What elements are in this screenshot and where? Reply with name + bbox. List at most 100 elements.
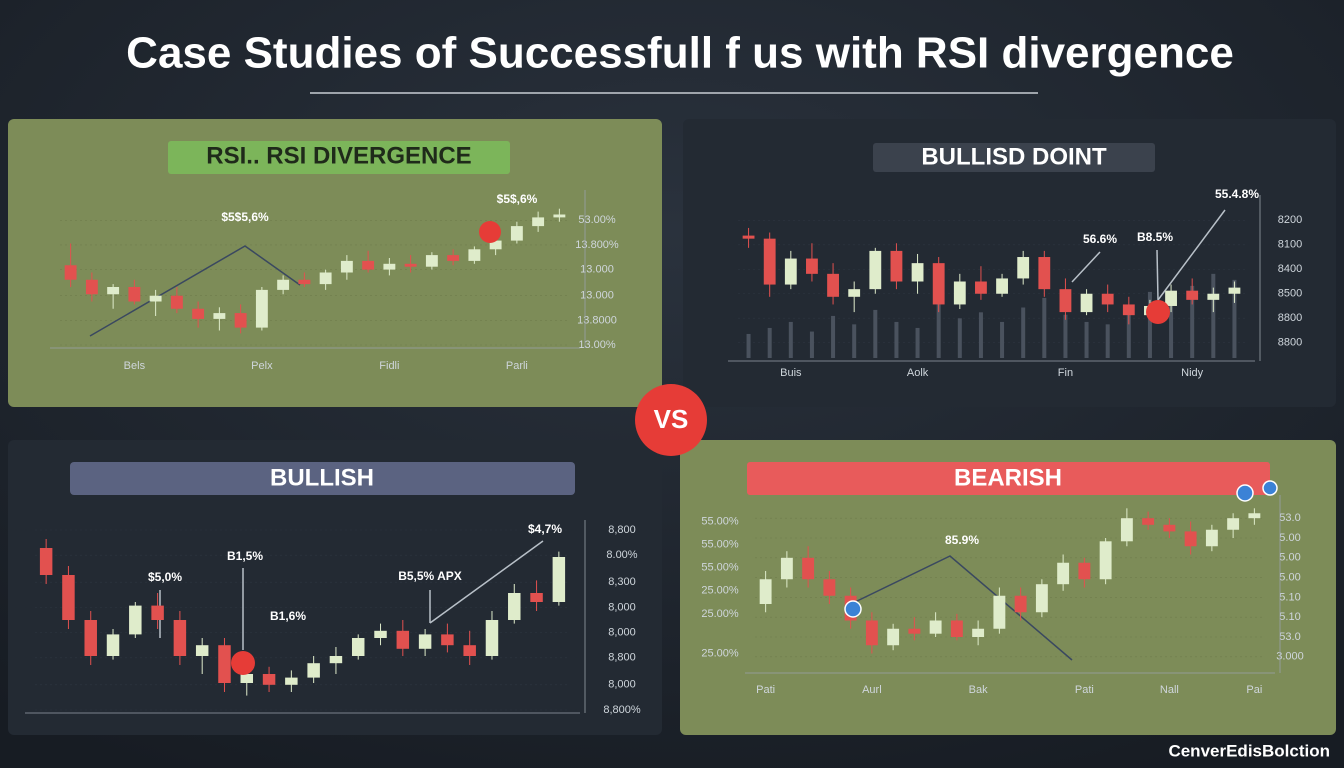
candle-body (441, 634, 454, 646)
candle-body (802, 557, 815, 580)
candle-body (848, 289, 861, 297)
y2-tick-label: 55.00% (701, 562, 739, 574)
candle (170, 287, 183, 314)
candle (827, 263, 839, 305)
volume-bar (1126, 309, 1131, 358)
candle (742, 227, 755, 248)
volume-bar (978, 312, 983, 358)
candle (1122, 296, 1135, 325)
candle-body (447, 255, 460, 261)
candle (425, 252, 438, 270)
x-tick-label: Nidy (1181, 367, 1204, 379)
volume-bar (852, 324, 857, 358)
candle (784, 250, 797, 290)
panel-label: BULLISH (270, 464, 374, 491)
candle-body (1184, 531, 1197, 547)
candle-body (950, 620, 963, 637)
candle-body (39, 548, 53, 575)
annotation: 55.4.8% (1215, 187, 1259, 201)
candle (950, 613, 963, 641)
candle-body (1186, 290, 1199, 300)
candle-body (890, 250, 903, 282)
candle-body (62, 575, 75, 620)
candle (1227, 513, 1240, 538)
marker-dot (1146, 300, 1170, 324)
y-tick-label: 8,000 (608, 627, 636, 639)
y-tick-label: 53.00% (578, 214, 616, 226)
candle-body (953, 281, 966, 305)
annotation: B5,5% APX (398, 569, 462, 583)
candle-body (508, 593, 521, 620)
marker-dot (1262, 480, 1278, 496)
label-box (747, 462, 1270, 495)
candle (1017, 250, 1030, 285)
trend-line (89, 245, 301, 337)
x-tick-label: Aurl (862, 684, 882, 696)
candle (1248, 508, 1261, 525)
y-tick-label: 13.000 (580, 290, 614, 302)
candle (911, 253, 924, 294)
candle (530, 580, 543, 611)
volume-bar (788, 321, 793, 358)
candle (1101, 284, 1114, 313)
y-tick-label: 8500 (1278, 288, 1302, 300)
candle (932, 257, 945, 313)
y-tick-label: 8,000 (608, 601, 636, 613)
candle-body (869, 250, 882, 290)
candle-body (240, 674, 254, 683)
y-tick-label: 8400 (1278, 263, 1302, 275)
candle-body (195, 645, 209, 656)
y-tick-label: 8,800 (608, 652, 636, 664)
candle-body (418, 634, 432, 649)
volume-bar (1021, 307, 1026, 358)
candle (307, 656, 320, 683)
candle (908, 617, 921, 641)
candle-body (129, 605, 142, 635)
candle (993, 587, 1006, 634)
candle (975, 266, 987, 300)
label-box (168, 141, 510, 174)
candle-body (1038, 257, 1051, 290)
candle (763, 232, 776, 297)
candle (869, 247, 882, 294)
y-tick-label: 8800 (1278, 312, 1302, 324)
candle-body (149, 295, 162, 302)
candle-body (975, 281, 987, 294)
candle-body (425, 255, 438, 267)
candle (447, 249, 460, 266)
candle-body (213, 313, 226, 319)
candle-body (763, 238, 776, 285)
candle (218, 638, 231, 692)
annotation: $4,7% (528, 522, 562, 536)
candle-body (532, 217, 545, 227)
candle-body (396, 630, 410, 649)
candle-body (192, 308, 205, 319)
x-tick-label: Pati (756, 684, 775, 696)
candle-body (996, 278, 1008, 294)
trend-line (1156, 249, 1159, 301)
candle-body (1035, 584, 1048, 613)
candle-body (972, 628, 985, 637)
candle (848, 281, 861, 313)
candle-body (173, 620, 187, 656)
volume-bar (1105, 324, 1110, 358)
candle (441, 623, 454, 653)
y-tick-label: 5.00 (1279, 552, 1300, 564)
y2-tick-label: 25.00% (701, 585, 739, 597)
x-tick-label: Pai (1246, 684, 1262, 696)
candle (1184, 521, 1197, 555)
panel (8, 119, 662, 407)
y-tick-label: 8,800 (608, 524, 636, 536)
x-tick-label: Aolk (907, 367, 929, 379)
candle-body (329, 656, 343, 664)
candle (929, 612, 942, 637)
candle-body (784, 258, 797, 285)
candle (173, 611, 187, 665)
y-tick-label: 8,300 (608, 576, 636, 588)
candle-body (742, 235, 755, 239)
candle (195, 638, 209, 674)
candle-body (1207, 293, 1220, 300)
candle (39, 539, 53, 584)
candle-body (351, 638, 365, 656)
